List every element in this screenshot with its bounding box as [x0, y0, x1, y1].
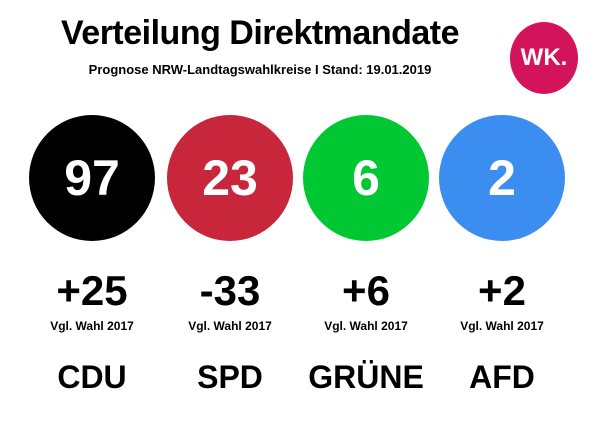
seats-value: 6	[352, 150, 380, 206]
seats-circle: 23	[167, 115, 293, 241]
compare-label: Vgl. Wahl 2017	[50, 319, 134, 333]
party-column-spd: 23 -33 Vgl. Wahl 2017 SPD	[162, 115, 298, 396]
party-name: SPD	[197, 359, 263, 395]
party-column-afd: 2 +2 Vgl. Wahl 2017 AFD	[434, 115, 570, 396]
party-column-cdu: 97 +25 Vgl. Wahl 2017 CDU	[24, 115, 160, 396]
change-value: -33	[199, 267, 261, 314]
change-value: +2	[478, 267, 526, 314]
compare-label: Vgl. Wahl 2017	[460, 319, 544, 333]
seats-value: 97	[64, 150, 120, 206]
change-value: +25	[56, 267, 128, 314]
wk-logo: WK.	[510, 22, 578, 94]
page-subtitle: Prognose NRW-Landtagswahlkreise I Stand:…	[88, 62, 432, 77]
seats-value: 2	[488, 150, 516, 206]
party-name: CDU	[57, 359, 127, 395]
compare-label: Vgl. Wahl 2017	[188, 319, 272, 333]
page-title: Verteilung Direktmandate	[60, 14, 460, 52]
compare-label: Vgl. Wahl 2017	[324, 319, 408, 333]
change-value: +6	[342, 267, 390, 314]
seats-circle: 6	[303, 115, 429, 241]
party-column-gruene: 6 +6 Vgl. Wahl 2017 GRÜNE	[298, 115, 434, 396]
seats-circle: 2	[439, 115, 565, 241]
seats-circle: 97	[29, 115, 155, 241]
seats-value: 23	[202, 150, 258, 206]
party-name: AFD	[469, 359, 535, 395]
party-name: GRÜNE	[308, 359, 424, 395]
